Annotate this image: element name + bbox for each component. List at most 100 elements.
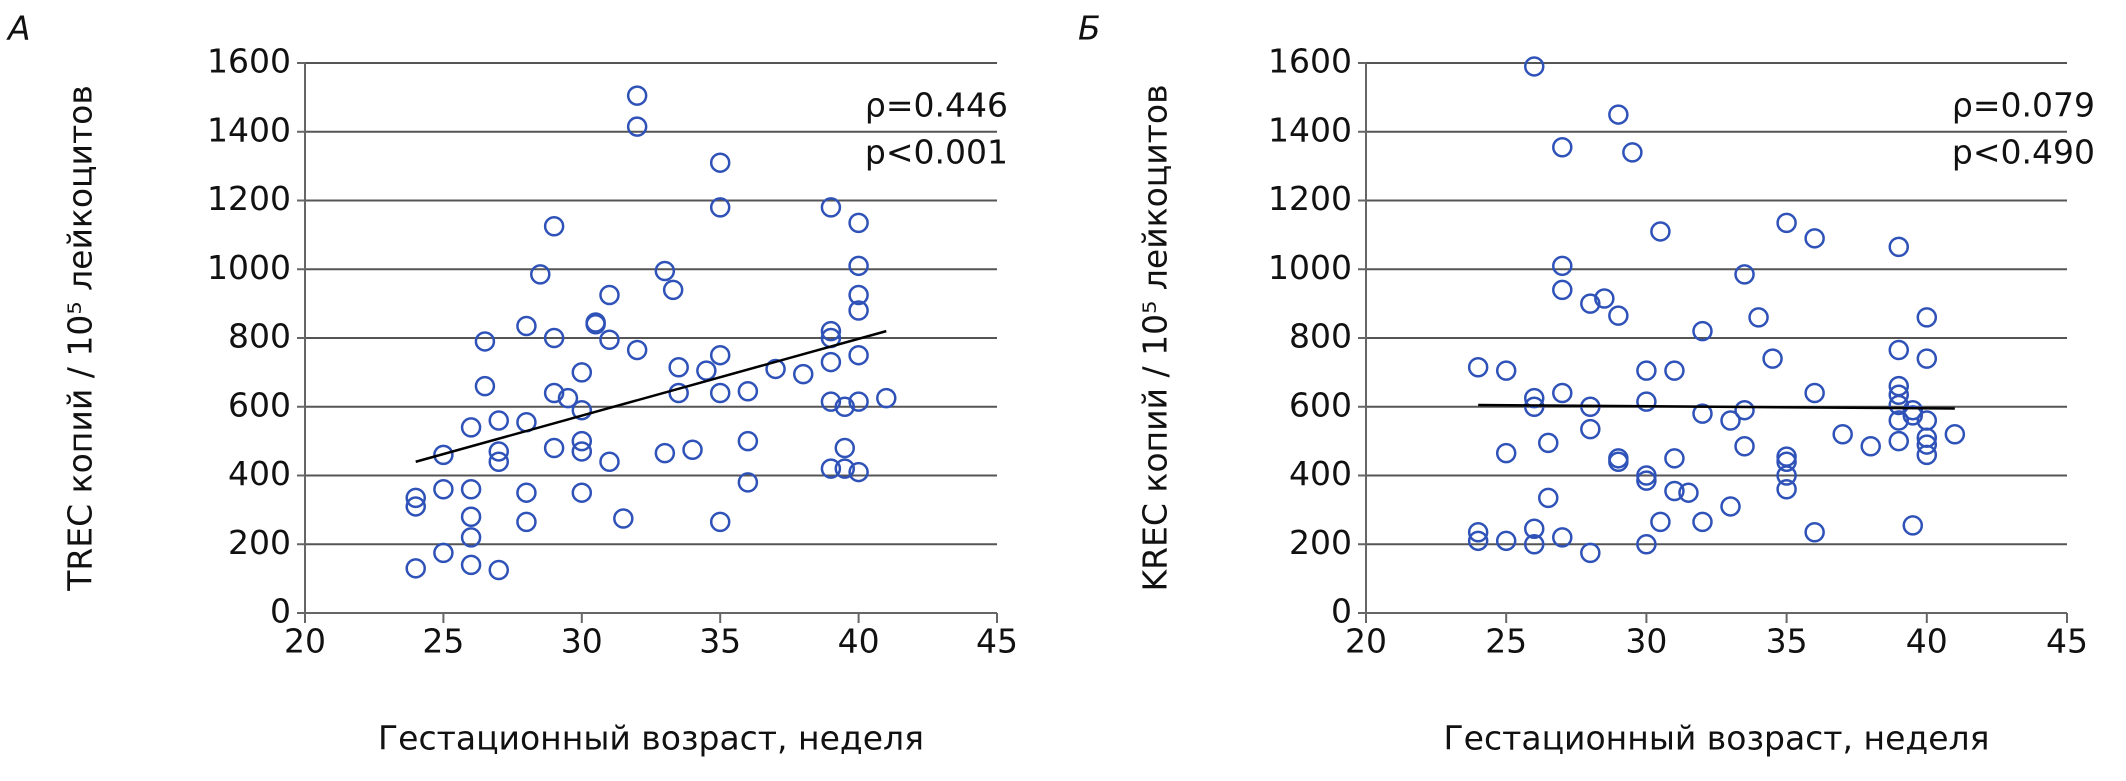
point [1664,360,1685,381]
point [737,430,759,452]
y-tick-label: 200 [1289,523,1352,562]
annotation: ρ=0.446 [865,86,1008,125]
point [709,344,731,366]
point [1636,470,1657,491]
point [1902,515,1924,536]
trend-line [1478,403,1955,410]
point [1888,236,1910,258]
point [405,496,426,517]
point [662,279,684,301]
point [1523,518,1545,540]
point [654,260,676,282]
point [1636,360,1657,381]
panel-label: Б [1078,9,1101,48]
x-tick-label: 25 [422,622,464,661]
point [1692,403,1713,424]
point [433,444,454,466]
point [474,375,496,397]
point [1495,530,1517,552]
x-tick-label: 35 [1766,622,1808,661]
point [1467,521,1489,543]
point [1538,487,1559,509]
y-tick-label: 0 [270,592,291,631]
x-tick-label: 30 [561,622,603,661]
y-tick-label: 1600 [1268,42,1352,81]
point [1776,446,1797,467]
point [848,255,869,277]
y-tick-label: 600 [228,385,291,424]
y-axis-label: TREC копий / 10⁵ лейкоцитов [61,85,100,592]
x-tick-label: 40 [838,622,880,661]
point [820,391,842,412]
point [460,479,482,500]
point [848,284,869,306]
y-tick-label: 800 [1289,317,1352,356]
point [1776,451,1797,472]
point [1734,264,1755,285]
point [1664,480,1685,502]
x-tick-label: 25 [1485,622,1527,661]
point [599,329,620,350]
point [1580,542,1601,564]
point [460,554,482,576]
point [1538,432,1559,454]
point [516,511,537,533]
trend-line [415,329,887,463]
point [1495,360,1517,381]
point [1888,384,1910,405]
point [1523,56,1545,77]
point [1580,293,1601,314]
point [834,437,856,459]
point [599,284,620,306]
y-tick-label: 0 [1331,592,1352,631]
point [1580,418,1601,440]
point [1552,255,1573,277]
point [516,315,537,337]
point [1467,530,1489,552]
annotation: p<0.490 [1952,133,2095,172]
point [460,506,482,527]
point [848,461,869,483]
point [1636,465,1657,486]
x-tick-label: 45 [2046,622,2088,661]
point [1720,410,1741,431]
y-tick-label: 1200 [1268,179,1352,218]
point [585,312,606,333]
y-axis-label: KREC копий / 10⁵ лейкоцитов [1136,84,1175,591]
point [571,430,593,452]
point [1902,399,1924,421]
point [488,441,510,462]
point [1650,511,1671,533]
point [834,458,856,479]
point [1762,348,1783,369]
point [1734,436,1755,457]
annotation: ρ=0.079 [1952,86,2095,125]
point [1902,405,1924,426]
point [1636,534,1657,555]
point [1734,399,1755,421]
point [626,116,648,137]
point [682,439,703,460]
point [1916,410,1938,431]
point [543,382,565,404]
point [1860,436,1881,457]
point [1523,534,1545,555]
x-tick-label: 20 [1345,622,1387,661]
point [1888,375,1910,397]
point [1594,288,1615,309]
point [557,387,579,409]
point [543,216,565,237]
y-tick-label: 1200 [207,179,291,218]
point [709,511,731,533]
point [626,339,648,361]
point [1888,430,1910,452]
point [1467,356,1489,378]
point [1552,279,1573,301]
point [433,542,454,564]
x-tick-label: 45 [976,622,1018,661]
point [848,344,869,366]
point [1552,136,1573,158]
y-tick-label: 800 [228,317,291,356]
point [433,479,454,500]
